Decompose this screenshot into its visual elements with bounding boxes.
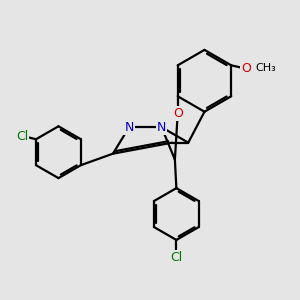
Text: O: O <box>173 107 183 120</box>
Text: CH₃: CH₃ <box>255 63 276 73</box>
Text: N: N <box>124 121 134 134</box>
Text: N: N <box>157 121 166 134</box>
Text: Cl: Cl <box>170 251 182 264</box>
Text: O: O <box>241 62 251 75</box>
Text: Cl: Cl <box>16 130 28 143</box>
